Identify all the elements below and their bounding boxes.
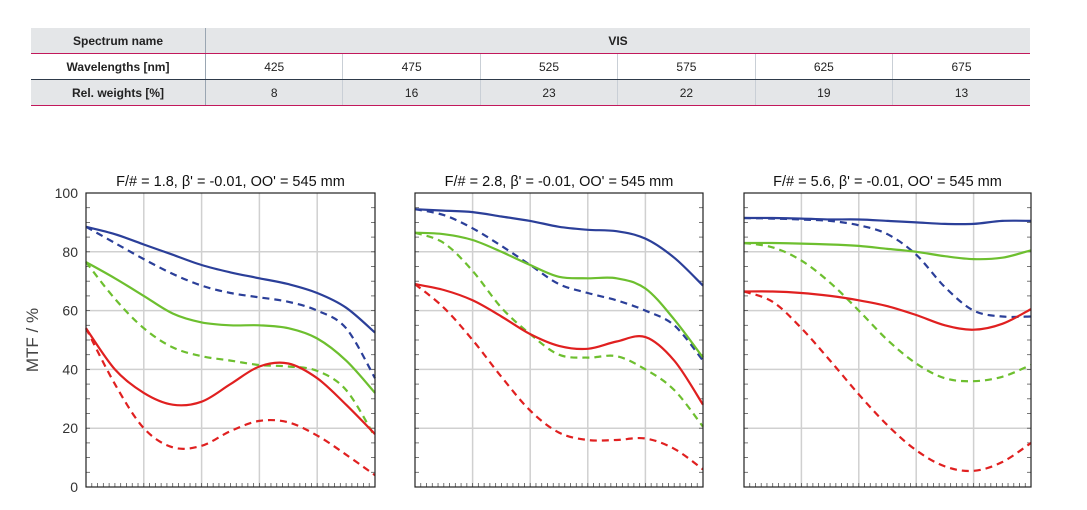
plot-area xyxy=(744,193,1031,487)
wavelength-cell: 675 xyxy=(892,53,1030,80)
mtf-chart-3: F/# = 5.6, β' = -0.01, OO' = 545 mm xyxy=(743,174,1032,488)
y-axis-label: MTF / % xyxy=(23,308,42,372)
y-tick-label: 80 xyxy=(62,244,78,260)
weight-cell: 23 xyxy=(480,79,619,106)
y-tick-label: 20 xyxy=(62,420,78,436)
mtf-chart-1: F/# = 1.8, β' = -0.01, OO' = 545 mm 0 20 40… xyxy=(23,174,376,495)
series-line-3 xyxy=(85,261,376,394)
table-row-wavelengths: Wavelengths [nm] 425 475 525 575 625 675 xyxy=(31,53,1030,80)
spectrum-name-label: Spectrum name xyxy=(31,28,206,54)
weight-cell: 19 xyxy=(755,79,894,106)
spectrum-name-value: VIS xyxy=(205,28,1030,54)
series-line-4 xyxy=(85,261,376,438)
chart-title: F/# = 1.8, β' = -0.01, OO' = 545 mm xyxy=(116,174,345,190)
spectrum-table: Spectrum name VIS Wavelengths [nm] 425 4… xyxy=(31,28,1030,106)
plot-area xyxy=(415,193,703,487)
plot-frame xyxy=(743,192,1032,488)
series-line-5 xyxy=(414,283,704,406)
weight-cell: 16 xyxy=(342,79,481,106)
y-tick-label: 100 xyxy=(55,185,79,201)
mtf-chart-2: F/# = 2.8, β' = -0.01, OO' = 545 mm xyxy=(414,174,704,488)
weight-cell: 13 xyxy=(892,79,1030,106)
series-line-4 xyxy=(414,231,704,428)
y-tick-label: 40 xyxy=(62,361,78,377)
series-line-2 xyxy=(85,225,376,379)
series-line-4 xyxy=(743,241,1032,383)
wavelengths-label: Wavelengths [nm] xyxy=(31,53,206,80)
wavelength-cell: 575 xyxy=(617,53,756,80)
y-tick-label: 60 xyxy=(62,303,78,319)
series-line-3 xyxy=(743,241,1032,261)
weights-label: Rel. weights [%] xyxy=(31,79,206,106)
series-line-6 xyxy=(85,327,376,477)
weight-cell: 8 xyxy=(205,79,344,106)
wavelength-cell: 625 xyxy=(755,53,894,80)
table-row-weights: Rel. weights [%] 8 16 23 22 19 13 xyxy=(31,79,1030,106)
wavelength-cell: 525 xyxy=(480,53,619,80)
plot-frame xyxy=(85,192,376,488)
plot-frame xyxy=(414,192,704,488)
series-line-5 xyxy=(85,327,376,435)
series-line-5 xyxy=(743,290,1032,331)
plot-area xyxy=(86,193,375,487)
series-line-3 xyxy=(414,231,704,359)
series-line-6 xyxy=(414,283,704,471)
series-line-1 xyxy=(414,208,704,287)
series-line-2 xyxy=(743,216,1032,319)
table-row-spectrum: Spectrum name VIS xyxy=(31,28,1030,54)
wavelength-cell: 475 xyxy=(342,53,481,80)
y-tick-label: 0 xyxy=(70,479,78,495)
wavelength-cell: 425 xyxy=(205,53,344,80)
series-line-2 xyxy=(414,208,704,362)
weight-cell: 22 xyxy=(617,79,756,106)
series-line-1 xyxy=(85,225,376,334)
chart-title: F/# = 2.8, β' = -0.01, OO' = 545 mm xyxy=(445,174,674,190)
chart-title: F/# = 5.6, β' = -0.01, OO' = 545 mm xyxy=(773,174,1002,190)
